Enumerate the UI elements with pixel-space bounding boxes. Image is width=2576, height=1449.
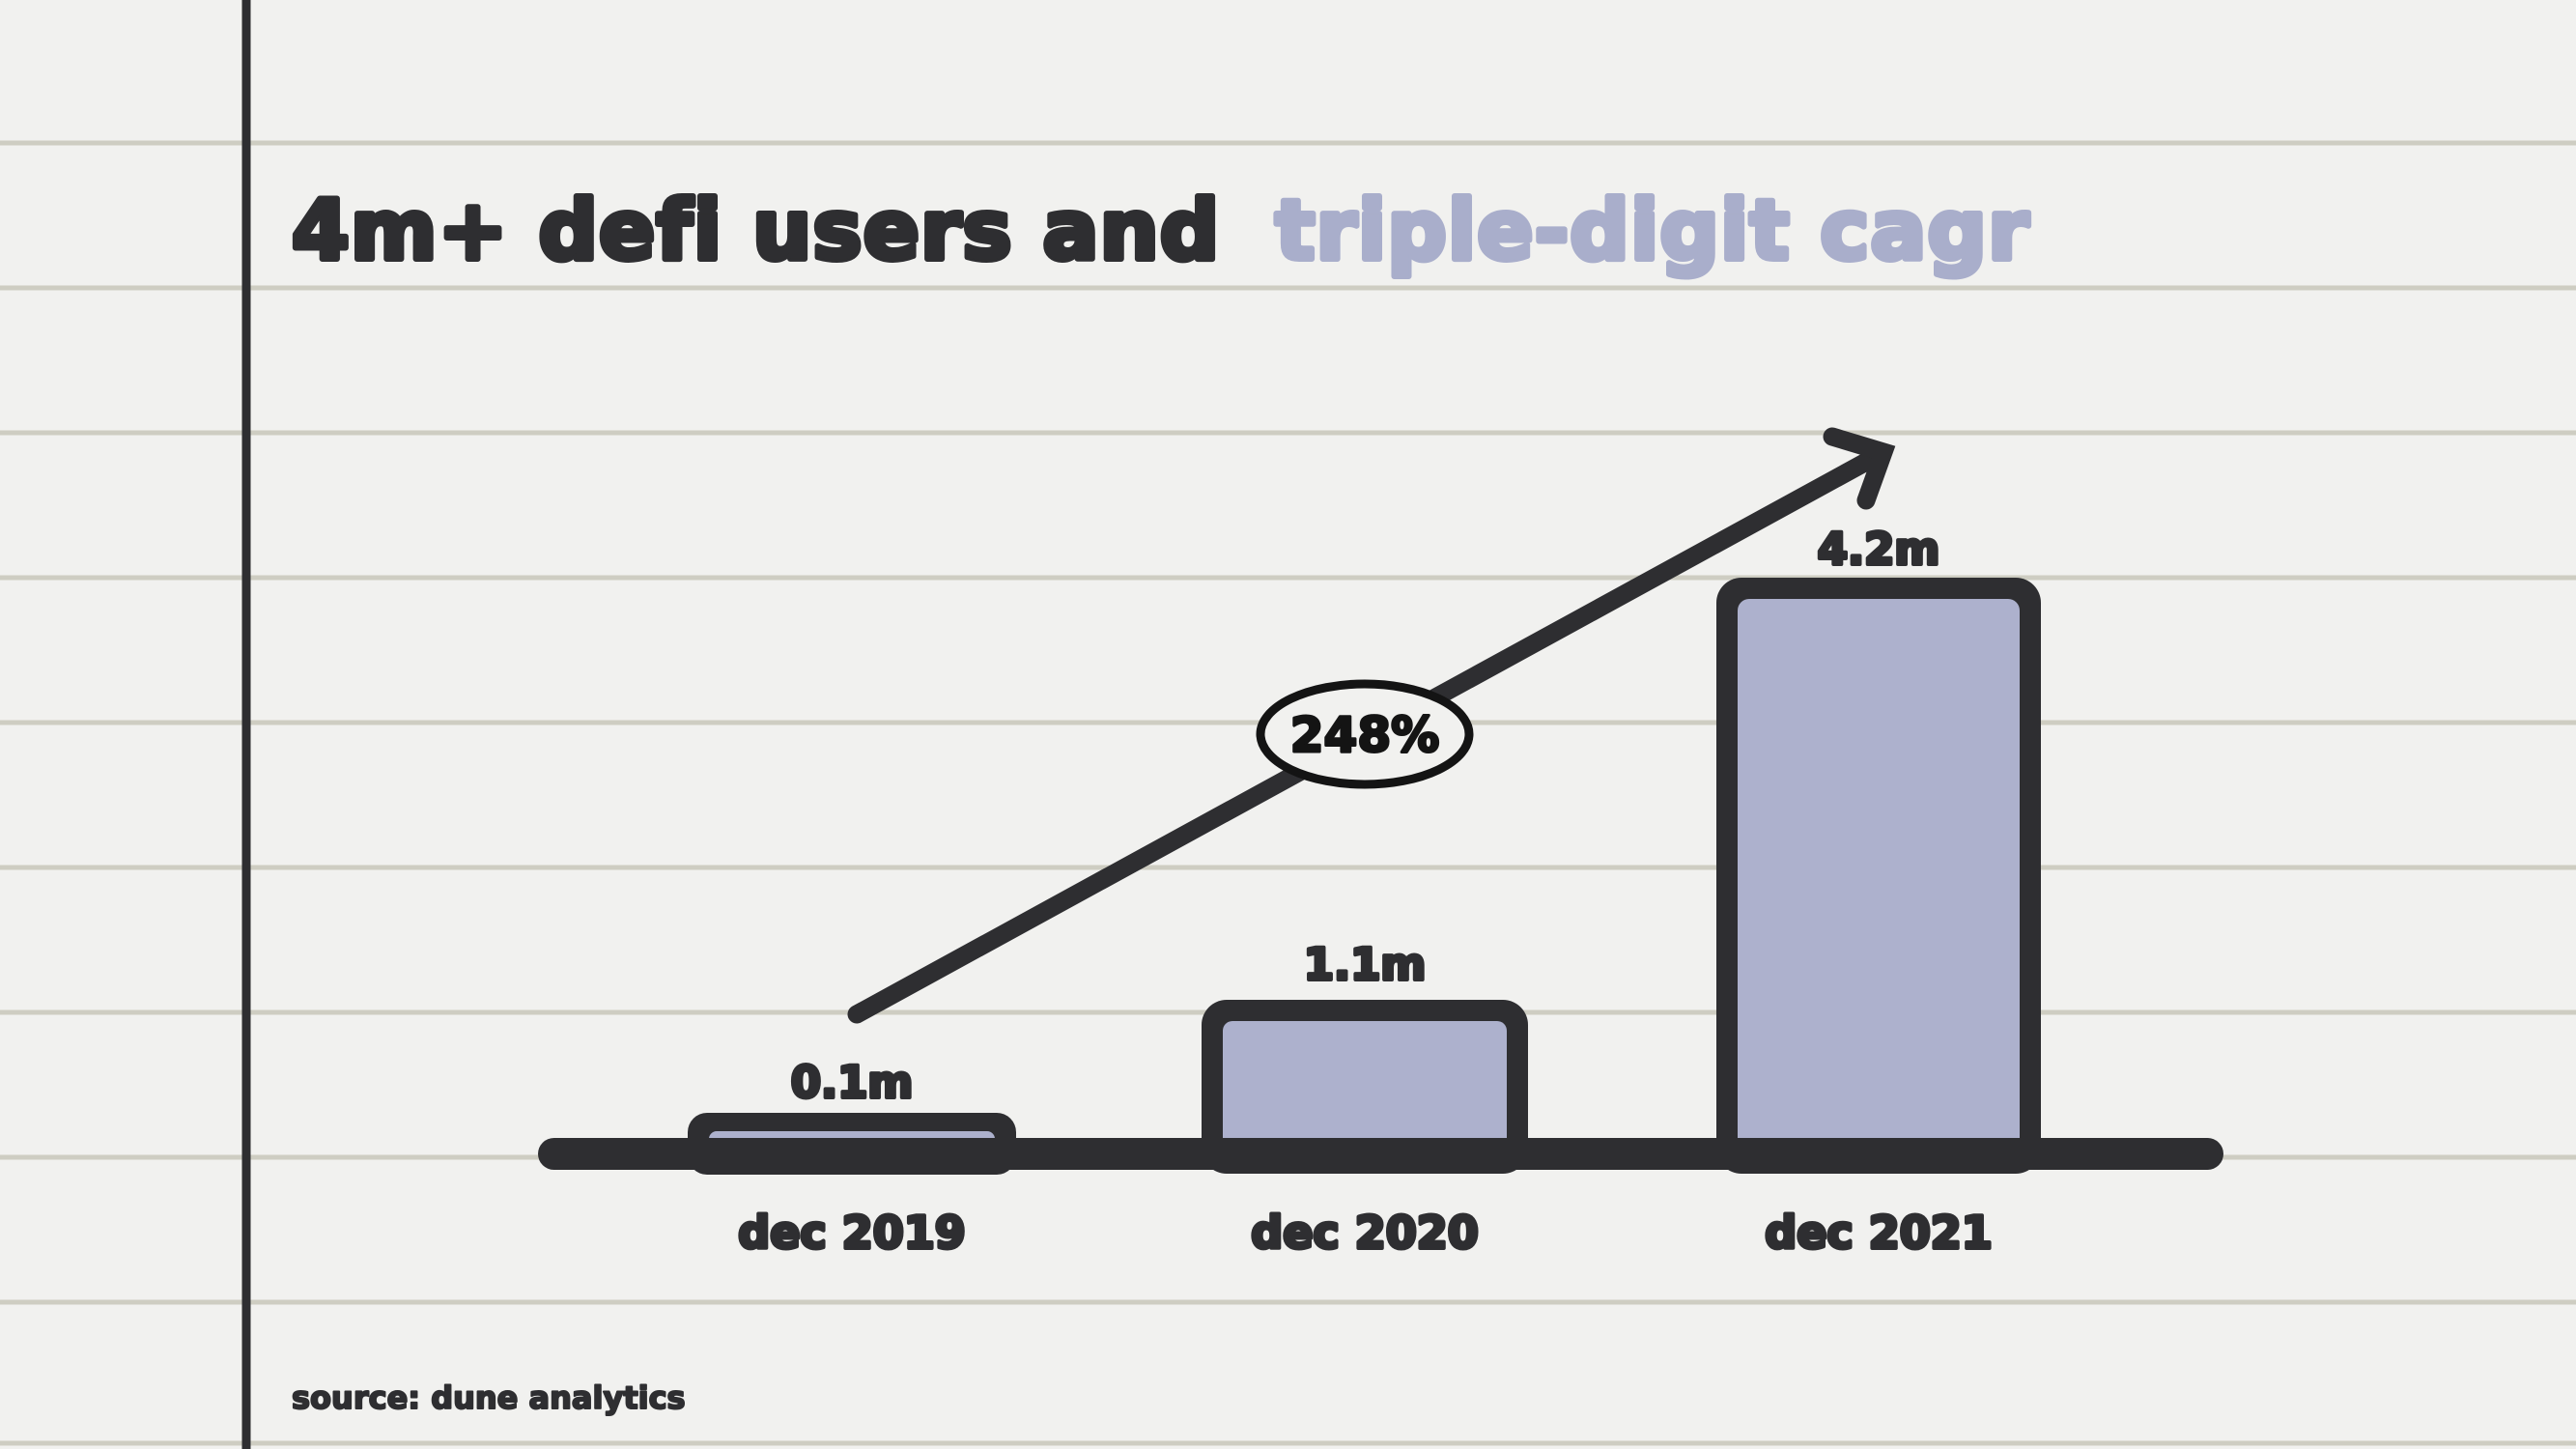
bar-group-dec-2021: 4.2m dec 2021 <box>1716 522 2041 1261</box>
bar-value-label: 0.1m <box>791 1057 914 1108</box>
arrow-head <box>1823 427 1896 510</box>
growth-badge-label: 248% <box>1290 707 1439 763</box>
x-axis-baseline <box>538 1138 2223 1170</box>
bar-fill <box>1223 1021 1507 1152</box>
growth-badge-ellipse <box>1256 679 1474 789</box>
chart-title: 4m+ defi users and triple-digit cagr <box>292 183 2029 279</box>
bar-category-label: dec 2020 <box>1251 1207 1478 1259</box>
bar-category-label: dec 2021 <box>1765 1207 1992 1259</box>
ruled-lines <box>0 140 2576 1446</box>
source-caption: source: dune analytics <box>292 1379 686 1416</box>
bar-group-dec-2020: 1.1m dec 2020 <box>1202 937 1528 1261</box>
bar-value-label: 1.1m <box>1304 939 1427 990</box>
title-accent-part: triple-digit cagr <box>1275 183 2029 279</box>
bar-fill <box>1738 599 2020 1154</box>
bar-value-label: 4.2m <box>1818 524 1940 575</box>
title-main-part: 4m+ defi users and <box>292 183 1220 279</box>
growth-badge: 248% <box>1256 679 1474 789</box>
bars: 0.1m dec 2019 1.1m dec 2020 4.2m dec 202… <box>688 522 2041 1261</box>
bar-category-label: dec 2019 <box>738 1207 965 1259</box>
